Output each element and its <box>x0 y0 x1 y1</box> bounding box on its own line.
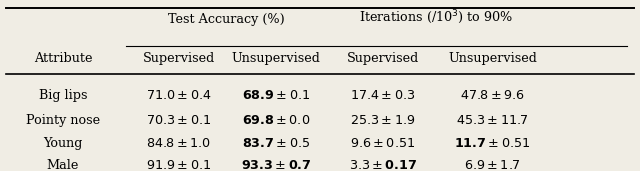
Text: Big lips: Big lips <box>38 89 87 102</box>
Text: $6.9 \pm 1.7$: $6.9 \pm 1.7$ <box>465 159 520 171</box>
Text: Attribute: Attribute <box>33 52 92 65</box>
Text: $\mathbf{68.9} \pm 0.1$: $\mathbf{68.9} \pm 0.1$ <box>242 89 310 102</box>
Text: $3.3 \pm \mathbf{0.17}$: $3.3 \pm \mathbf{0.17}$ <box>349 159 417 171</box>
Text: $45.3 \pm 11.7$: $45.3 \pm 11.7$ <box>456 114 529 127</box>
Text: $\mathbf{69.8} \pm 0.0$: $\mathbf{69.8} \pm 0.0$ <box>242 114 310 127</box>
Text: $25.3 \pm 1.9$: $25.3 \pm 1.9$ <box>350 114 415 127</box>
Text: Pointy nose: Pointy nose <box>26 114 100 127</box>
Text: $47.8 \pm 9.6$: $47.8 \pm 9.6$ <box>460 89 525 102</box>
Text: Supervised: Supervised <box>347 52 419 65</box>
Text: $70.3 \pm 0.1$: $70.3 \pm 0.1$ <box>147 114 211 127</box>
Text: $9.6 \pm 0.51$: $9.6 \pm 0.51$ <box>350 137 415 150</box>
Text: Iterations (/10$^3$) to 90%: Iterations (/10$^3$) to 90% <box>359 8 513 26</box>
Text: $84.8 \pm 1.0$: $84.8 \pm 1.0$ <box>147 137 211 150</box>
Text: Test Accuracy (%): Test Accuracy (%) <box>168 13 284 26</box>
Text: $\mathbf{11.7} \pm 0.51$: $\mathbf{11.7} \pm 0.51$ <box>454 137 531 150</box>
Text: $\mathbf{93.3} \pm \mathbf{0.7}$: $\mathbf{93.3} \pm \mathbf{0.7}$ <box>241 159 312 171</box>
Text: $71.0 \pm 0.4$: $71.0 \pm 0.4$ <box>146 89 212 102</box>
Text: Male: Male <box>47 159 79 171</box>
Text: Supervised: Supervised <box>143 52 215 65</box>
Text: Young: Young <box>43 137 83 150</box>
Text: $91.9 \pm 0.1$: $91.9 \pm 0.1$ <box>147 159 211 171</box>
Text: $17.4 \pm 0.3$: $17.4 \pm 0.3$ <box>350 89 415 102</box>
Text: Unsupervised: Unsupervised <box>448 52 537 65</box>
Text: $\mathbf{83.7} \pm 0.5$: $\mathbf{83.7} \pm 0.5$ <box>242 137 310 150</box>
Text: Unsupervised: Unsupervised <box>232 52 321 65</box>
